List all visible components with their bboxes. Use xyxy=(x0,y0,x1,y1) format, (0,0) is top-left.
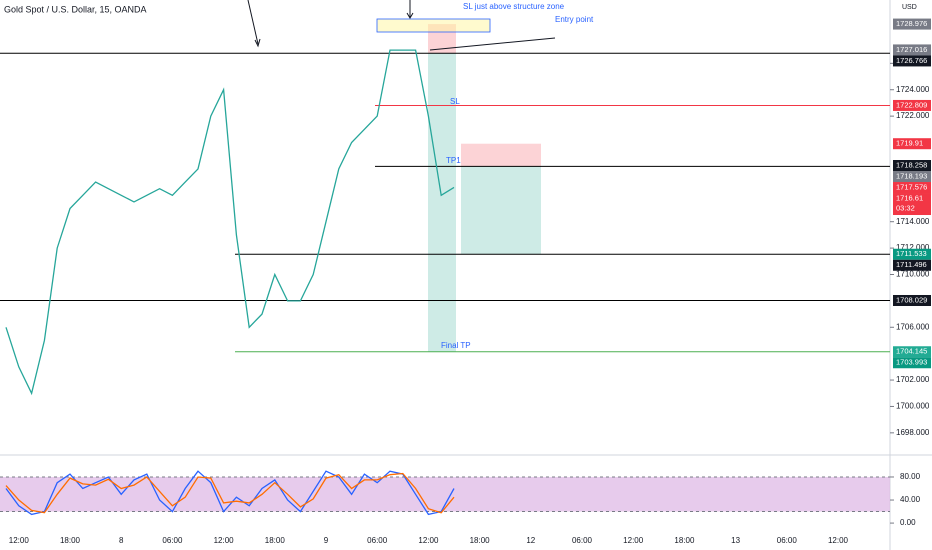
axis-unit: USD xyxy=(902,4,917,11)
price-tag-label: 1726.766 xyxy=(896,56,927,65)
price-tag xyxy=(893,259,931,271)
x-tick-label: 13 xyxy=(731,536,740,545)
x-tick-label: 12:00 xyxy=(623,536,644,545)
price-tag xyxy=(893,171,931,183)
axes: 1698.000 1700.000 1702.000 1706.000 1710.000… xyxy=(9,18,931,545)
x-tick-label: 12:00 xyxy=(9,536,30,545)
price-tag xyxy=(893,182,931,194)
price-tag-countdown: 03:32 xyxy=(896,203,915,212)
price-tag xyxy=(893,55,931,67)
price-tag xyxy=(893,294,931,306)
annotation: Entry point xyxy=(555,15,594,24)
price-tag-label: 1727.016 xyxy=(896,45,927,54)
x-tick-label: 8 xyxy=(119,536,124,545)
price-tag-label: 1708.029 xyxy=(896,295,927,304)
price-tag-label: 1718.193 xyxy=(896,171,927,180)
y-tick-label: 1702.000 xyxy=(896,375,930,384)
annotation: TP1 xyxy=(446,156,461,165)
x-tick-label: 12:00 xyxy=(418,536,439,545)
position-risk xyxy=(461,143,541,167)
y-tick-label: 1710.000 xyxy=(896,270,930,279)
price-tag xyxy=(893,160,931,172)
price-tag-label: 1722.809 xyxy=(896,100,927,109)
x-tick-label: 18:00 xyxy=(60,536,81,545)
price-tag xyxy=(893,248,931,260)
y-tick-label: 40.00 xyxy=(900,495,921,504)
arrow xyxy=(247,0,259,45)
y-tick-label: 1722.000 xyxy=(896,111,930,120)
y-tick-label: 80.00 xyxy=(900,472,921,481)
price-line xyxy=(5,49,455,396)
position-reward xyxy=(428,53,456,352)
y-tick-label: 1700.000 xyxy=(896,402,930,411)
price-tag-label: 1704.145 xyxy=(896,347,927,356)
entry-pointer xyxy=(429,37,556,51)
main-pane xyxy=(0,24,890,396)
price-tag xyxy=(893,357,931,369)
arrow-head xyxy=(254,38,261,48)
y-tick-label: 1724.000 xyxy=(896,85,930,94)
price-tag xyxy=(893,44,931,56)
price-tag-label: 1728.976 xyxy=(896,19,927,28)
x-tick-label: 18:00 xyxy=(674,536,695,545)
price-tag-label: 1718.258 xyxy=(896,160,927,169)
y-tick-label: 0.00 xyxy=(900,518,916,527)
y-tick-label: 1714.000 xyxy=(896,217,930,226)
price-tag-label: 1716.61 xyxy=(896,193,923,202)
x-tick-label: 18:00 xyxy=(470,536,491,545)
x-tick-label: 12:00 xyxy=(214,536,235,545)
annotation: SL just above structure zone xyxy=(463,2,565,11)
x-tick-label: 12:00 xyxy=(828,536,849,545)
position-reward xyxy=(461,166,541,255)
x-tick-label: 06:00 xyxy=(777,536,798,545)
annotation: SL xyxy=(450,97,460,106)
arrow-head xyxy=(406,12,414,19)
price-tag xyxy=(893,138,931,150)
price-tag-label: 1717.576 xyxy=(896,182,927,191)
x-tick-label: 18:00 xyxy=(265,536,286,545)
chart-title: Gold Spot / U.S. Dollar, 15, OANDA xyxy=(4,4,147,14)
price-tag-label: 1719.91 xyxy=(896,139,923,148)
x-tick-label: 12 xyxy=(526,536,535,545)
price-tag-label: 1711.533 xyxy=(896,249,927,258)
x-tick-label: 06:00 xyxy=(162,536,183,545)
annotation: Final TP xyxy=(441,341,471,350)
oscillator-pane xyxy=(0,470,890,516)
y-tick-label: 1698.000 xyxy=(896,428,930,437)
oscillator-band xyxy=(0,476,890,512)
x-tick-label: 06:00 xyxy=(572,536,593,545)
y-tick-label: 1706.000 xyxy=(896,322,930,331)
structure-zone xyxy=(376,18,491,33)
price-line xyxy=(5,472,455,514)
price-line xyxy=(5,470,455,516)
x-tick-label: 06:00 xyxy=(367,536,388,545)
price-tag-label: 1711.496 xyxy=(896,260,927,269)
price-tag-label: 1703.993 xyxy=(896,358,927,367)
price-tag xyxy=(893,18,931,30)
price-tag xyxy=(893,346,931,358)
price-tag xyxy=(893,99,931,111)
x-tick-label: 9 xyxy=(324,536,329,545)
price-tag xyxy=(893,193,931,216)
y-tick-label: 1712.000 xyxy=(896,243,930,252)
